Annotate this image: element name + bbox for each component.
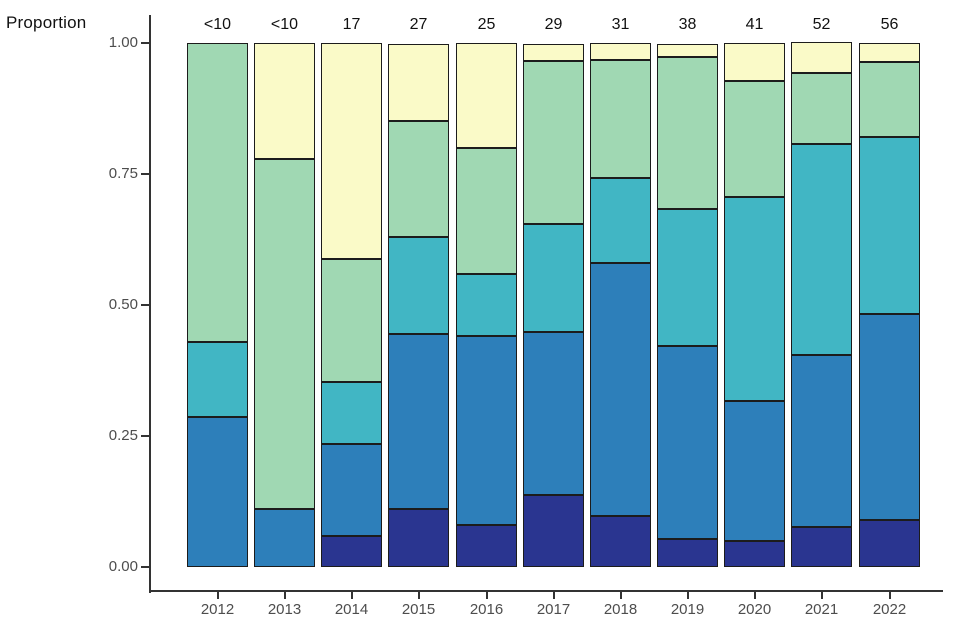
bar-count-label: 38 — [678, 16, 697, 33]
bar-segment-dark-navy-bottom — [859, 520, 920, 567]
x-tick-label: 2015 — [401, 601, 436, 618]
x-tick-mark — [350, 592, 353, 599]
bar-segment-pale-yellow-top — [523, 43, 584, 62]
x-tick-mark — [820, 592, 823, 599]
bar-count-label: 25 — [477, 16, 496, 33]
bar-segment-green — [321, 258, 382, 382]
y-tick-mark — [141, 42, 149, 44]
x-tick-mark — [283, 592, 286, 599]
x-tick-label: 2022 — [872, 601, 907, 618]
x-tick-mark — [686, 592, 689, 599]
x-tick-mark — [753, 592, 756, 599]
bar-segment-blue — [791, 355, 852, 527]
y-tick-mark — [141, 566, 149, 568]
y-axis-title: Proportion — [6, 13, 87, 32]
bar-segment-dark-navy-bottom — [456, 525, 517, 567]
bar-segment-green — [590, 59, 651, 179]
bar-segment-blue — [456, 336, 517, 526]
y-tick-mark — [141, 304, 149, 306]
bar-segment-pale-yellow-top — [254, 43, 315, 160]
bar-segment-pale-yellow-top — [388, 43, 449, 122]
bar-segment-blue — [187, 417, 248, 567]
bar-segment-teal — [523, 223, 584, 333]
bar-segment-green — [388, 121, 449, 238]
bar-segment-teal — [456, 273, 517, 337]
bar-segment-teal — [859, 136, 920, 315]
bar-segment-teal — [590, 178, 651, 263]
bar-segment-green — [724, 81, 785, 197]
x-tick-label: 2019 — [670, 601, 705, 618]
x-tick-label: 2014 — [334, 601, 369, 618]
bar-segment-green — [791, 72, 852, 144]
y-tick-label: 0.25 — [108, 427, 138, 444]
bar-segment-teal — [724, 196, 785, 401]
y-tick-mark — [141, 435, 149, 437]
bar-segment-teal — [388, 237, 449, 335]
bar-segment-teal — [187, 342, 248, 418]
bar-segment-green — [456, 147, 517, 274]
x-tick-mark — [216, 592, 219, 599]
bar-segment-pale-yellow-top — [791, 42, 852, 73]
x-tick-mark — [417, 592, 420, 599]
y-tick-label: 1.00 — [108, 34, 138, 51]
x-tick-mark — [552, 592, 555, 599]
bar-segment-blue — [859, 314, 920, 521]
y-axis-line — [149, 15, 151, 593]
bar-segment-green — [859, 61, 920, 137]
bar-segment-teal — [321, 382, 382, 444]
x-tick-label: 2012 — [200, 601, 235, 618]
x-tick-label: 2016 — [469, 601, 504, 618]
bar-segment-pale-yellow-top — [657, 43, 718, 58]
bar-segment-dark-navy-bottom — [523, 494, 584, 567]
bar-segment-green — [523, 61, 584, 224]
bar-segment-teal — [657, 208, 718, 347]
x-tick-label: 2020 — [737, 601, 772, 618]
bar-segment-pale-yellow-top — [859, 43, 920, 62]
bar-segment-teal — [791, 143, 852, 356]
bar-count-label: <10 — [203, 16, 232, 33]
bar-segment-blue — [724, 400, 785, 542]
bar-count-label: <10 — [270, 16, 299, 33]
x-tick-mark — [619, 592, 622, 599]
bar-segment-pale-yellow-top — [321, 43, 382, 259]
bar-segment-pale-yellow-top — [590, 43, 651, 60]
y-tick-mark — [141, 173, 149, 175]
bar-segment-dark-navy-bottom — [657, 539, 718, 567]
bar-segment-green — [254, 159, 315, 509]
bar-segment-blue — [590, 262, 651, 517]
bar-count-label: 17 — [342, 16, 361, 33]
bar-segment-blue — [254, 508, 315, 567]
y-tick-label: 0.75 — [108, 165, 138, 182]
x-tick-mark — [888, 592, 891, 599]
bar-segment-blue — [321, 443, 382, 537]
bar-count-label: 41 — [745, 16, 764, 33]
x-tick-label: 2017 — [536, 601, 571, 618]
bar-segment-dark-navy-bottom — [590, 516, 651, 567]
bar-segment-blue — [523, 332, 584, 495]
bar-segment-green — [187, 43, 248, 343]
bar-count-label: 27 — [409, 16, 428, 33]
bar-segment-blue — [657, 346, 718, 540]
bar-segment-dark-navy-bottom — [791, 526, 852, 567]
bar-segment-green — [657, 57, 718, 209]
x-tick-mark — [485, 592, 488, 599]
bar-segment-blue — [388, 334, 449, 509]
bar-segment-dark-navy-bottom — [724, 541, 785, 567]
bar-count-label: 56 — [880, 16, 899, 33]
x-axis-line — [149, 590, 943, 592]
bar-count-label: 31 — [611, 16, 630, 33]
bar-count-label: 29 — [544, 16, 563, 33]
bar-segment-pale-yellow-top — [456, 43, 517, 148]
y-tick-label: 0.50 — [108, 296, 138, 313]
bar-segment-dark-navy-bottom — [321, 536, 382, 567]
bar-segment-dark-navy-bottom — [388, 508, 449, 567]
x-tick-label: 2018 — [603, 601, 638, 618]
bar-count-label: 52 — [812, 16, 831, 33]
x-tick-label: 2013 — [267, 601, 302, 618]
y-tick-label: 0.00 — [108, 558, 138, 575]
x-tick-label: 2021 — [804, 601, 839, 618]
bar-segment-pale-yellow-top — [724, 43, 785, 82]
